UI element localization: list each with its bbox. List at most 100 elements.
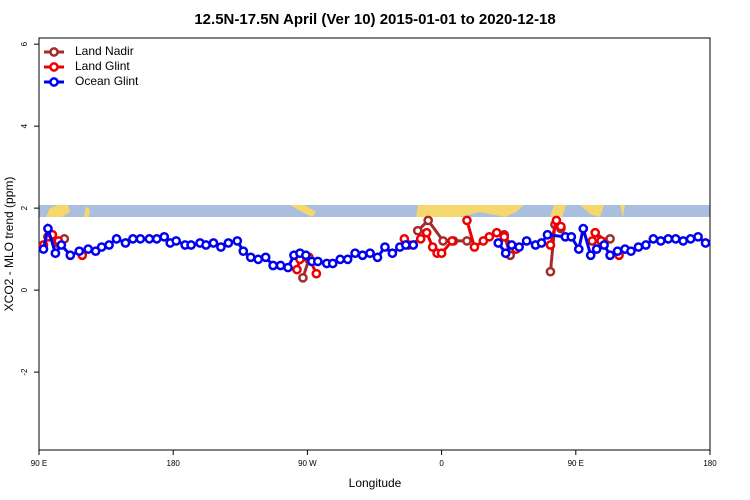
point bbox=[311, 268, 322, 279]
point bbox=[633, 242, 644, 252]
point bbox=[120, 238, 131, 248]
point bbox=[283, 262, 293, 273]
point bbox=[74, 246, 85, 257]
map-strip bbox=[39, 205, 710, 217]
legend-label: Land Nadir bbox=[75, 44, 134, 58]
point bbox=[372, 252, 383, 263]
x-axis-label: Longitude bbox=[349, 476, 402, 490]
point bbox=[462, 215, 472, 226]
point bbox=[260, 252, 271, 263]
point bbox=[545, 266, 556, 277]
point bbox=[484, 231, 495, 242]
point bbox=[663, 234, 674, 244]
point bbox=[43, 223, 53, 234]
x-tick-label: 90 W bbox=[298, 459, 317, 468]
point bbox=[626, 246, 636, 257]
point bbox=[111, 234, 122, 244]
point bbox=[208, 238, 219, 248]
point bbox=[412, 225, 423, 236]
point bbox=[648, 234, 659, 244]
point bbox=[365, 248, 375, 259]
point bbox=[56, 240, 67, 250]
point bbox=[585, 250, 596, 261]
point bbox=[128, 234, 138, 244]
point bbox=[469, 242, 480, 252]
point bbox=[655, 236, 666, 246]
point bbox=[438, 236, 448, 246]
point bbox=[201, 240, 211, 250]
point bbox=[521, 236, 532, 246]
legend-marker bbox=[49, 47, 59, 57]
series-line bbox=[47, 218, 611, 279]
x-tick-label: 90 E bbox=[31, 459, 47, 468]
point bbox=[96, 242, 107, 252]
y-tick-label: -2 bbox=[20, 368, 29, 376]
point bbox=[253, 254, 264, 265]
point bbox=[612, 246, 623, 257]
point bbox=[678, 236, 689, 246]
y-tick-label: 0 bbox=[20, 287, 29, 292]
y-tick-label: 4 bbox=[20, 123, 29, 128]
point bbox=[301, 250, 311, 261]
point bbox=[500, 248, 511, 259]
point bbox=[268, 260, 278, 271]
ocean-strip bbox=[39, 205, 710, 217]
legend-label: Ocean Glint bbox=[75, 74, 139, 88]
point bbox=[357, 250, 368, 261]
point bbox=[693, 231, 703, 242]
point bbox=[312, 256, 323, 267]
point bbox=[641, 240, 651, 250]
point bbox=[591, 244, 602, 254]
y-tick-label: 6 bbox=[20, 41, 29, 46]
point bbox=[232, 236, 243, 246]
point bbox=[238, 246, 249, 257]
point bbox=[400, 240, 411, 250]
point bbox=[275, 260, 286, 271]
point bbox=[151, 234, 162, 244]
x-tick-label: 180 bbox=[167, 459, 181, 468]
point bbox=[335, 254, 346, 265]
point bbox=[493, 238, 504, 248]
point bbox=[605, 250, 615, 261]
point bbox=[38, 244, 49, 254]
point bbox=[327, 258, 338, 269]
point bbox=[223, 238, 234, 248]
point bbox=[245, 252, 256, 263]
land bbox=[46, 205, 625, 217]
point bbox=[700, 238, 711, 248]
legend-marker bbox=[49, 62, 59, 72]
point bbox=[605, 234, 615, 244]
y-tick-label: 2 bbox=[20, 205, 29, 210]
point bbox=[159, 231, 170, 242]
point bbox=[144, 234, 155, 244]
point bbox=[542, 229, 553, 240]
point bbox=[380, 242, 390, 252]
chart-title: 12.5N-17.5N April (Ver 10) 2015-01-01 to… bbox=[194, 11, 555, 28]
point bbox=[83, 244, 94, 254]
legend-label: Land Glint bbox=[75, 59, 130, 73]
legend-marker bbox=[49, 77, 59, 87]
point bbox=[499, 231, 510, 242]
point bbox=[590, 227, 601, 238]
point bbox=[491, 227, 502, 238]
point bbox=[578, 223, 589, 234]
point bbox=[447, 236, 457, 246]
point bbox=[292, 264, 302, 275]
point bbox=[514, 242, 524, 252]
point bbox=[186, 240, 196, 250]
x-tick-label: 90 E bbox=[568, 459, 584, 468]
point bbox=[670, 234, 681, 244]
point bbox=[427, 242, 438, 252]
point bbox=[408, 240, 419, 250]
x-tick-label: 180 bbox=[703, 459, 717, 468]
point bbox=[216, 242, 226, 252]
point bbox=[342, 254, 353, 265]
point bbox=[545, 240, 556, 250]
point bbox=[298, 272, 308, 283]
point bbox=[573, 244, 584, 254]
x-tick-label: 0 bbox=[439, 459, 444, 468]
point bbox=[556, 221, 566, 232]
point bbox=[135, 234, 146, 244]
